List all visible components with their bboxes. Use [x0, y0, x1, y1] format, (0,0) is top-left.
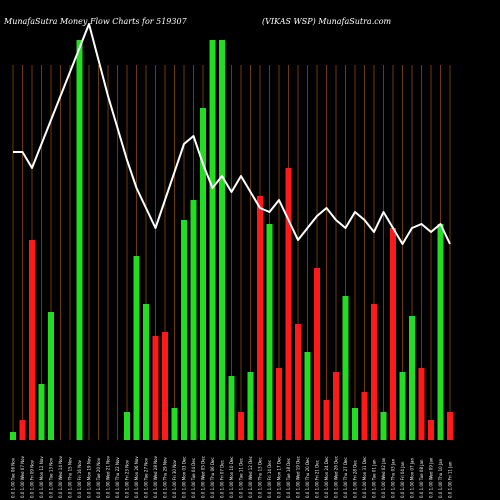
x-tick-label-13: 0.0 1.00 Mon 26 Nov: [134, 456, 139, 498]
bar-28: [276, 368, 282, 440]
x-tick-label-5: 0.0 1.00 Wed 14 Nov: [58, 455, 63, 498]
x-tick-label-40: 0.0 1.00 Thu 03 Jan: [391, 458, 396, 498]
x-tick-label-26: 0.0 1.00 Thu 13 Dec: [258, 457, 263, 498]
x-tick-label-21: 0.0 1.00 Thu 06 Dec: [210, 457, 215, 498]
x-tick-label-25: 0.0 1.00 Wed 12 Dec: [248, 456, 253, 498]
bar-41: [399, 372, 406, 440]
x-tick-label-34: 0.0 1.00 Wed 26 Dec: [334, 456, 339, 498]
x-tick-label-8: 0.0 1.00 Mon 19 Nov: [87, 456, 92, 498]
bar-17: [171, 408, 178, 440]
x-tick-label-33: 0.0 1.00 Mon 24 Dec: [324, 456, 329, 498]
bar-38: [371, 304, 377, 440]
bar-14: [143, 304, 149, 440]
bar-40: [390, 228, 396, 440]
x-tick-label-32: 0.0 1.00 Fri 21 Dec: [315, 460, 320, 498]
x-tick-label-15: 0.0 1.00 Wed 28 Nov: [153, 455, 158, 498]
bar-16: [162, 332, 168, 440]
bar-39: [380, 412, 387, 440]
x-tick-label-1: 0.0 1.00 Wed 07 Nov: [20, 455, 25, 498]
price-series-line: [13, 23, 451, 245]
bar-32: [314, 268, 320, 440]
chart-title: MunafaSutra Money Flow Charts for 519307: [3, 17, 188, 26]
x-tick-label-4: 0.0 1.00 Tue 13 Nov: [49, 457, 54, 498]
bar-2: [29, 240, 35, 440]
chart-subtitle: (VIKAS WSP) MunafaSutra.com: [262, 17, 392, 26]
x-tick-label-14: 0.0 1.00 Tue 27 Nov: [144, 457, 149, 498]
bar-27: [266, 224, 273, 440]
x-tick-label-0: 0.0 1.00 Tue 06 Nov: [11, 457, 16, 498]
bar-43: [418, 368, 425, 440]
x-tick-label-19: 0.0 1.00 Tue 04 Dec: [191, 458, 196, 498]
x-tick-label-23: 0.0 1.00 Mon 10 Dec: [229, 456, 234, 498]
bar-12: [124, 412, 130, 440]
x-tick-label-20: 0.0 1.00 Wed 05 Dec: [201, 456, 206, 498]
bar-31: [304, 352, 311, 440]
bar-26: [257, 196, 263, 440]
x-tick-label-18: 0.0 1.00 Mon 03 Dec: [182, 456, 187, 498]
x-tick-label-44: 0.0 1.00 Wed 09 Jan: [429, 457, 434, 498]
x-tick-label-17: 0.0 1.00 Fri 30 Nov: [172, 459, 177, 498]
bar-0: [10, 432, 16, 440]
bar-46: [447, 412, 453, 440]
x-tick-label-2: 0.0 1.00 Fri 09 Nov: [30, 459, 35, 498]
x-tick-label-16: 0.0 1.00 Thu 29 Nov: [163, 457, 168, 498]
bar-24: [238, 412, 244, 440]
bar-3: [38, 384, 45, 440]
x-tick-label-46: 0.0 1.00 Fri 11 Jan: [448, 461, 453, 498]
x-tick-label-42: 0.0 1.00 Mon 07 Jan: [410, 457, 415, 498]
x-tick-label-39: 0.0 1.00 Wed 02 Jan: [381, 457, 386, 498]
x-tick-label-24: 0.0 1.00 Tue 11 Dec: [239, 458, 244, 498]
x-tick-label-11: 0.0 1.00 Thu 22 Nov: [115, 457, 120, 498]
bar-20: [200, 108, 206, 440]
bar-45: [437, 224, 444, 440]
x-tick-label-12: 0.0 1.00 Fri 23 Nov: [125, 459, 130, 498]
x-tick-label-30: 0.0 1.00 Wed 19 Dec: [296, 456, 301, 498]
x-tick-label-10: 0.0 1.00 Wed 21 Nov: [106, 455, 111, 498]
bar-35: [342, 296, 349, 440]
bar-33: [323, 400, 330, 440]
x-tick-label-9: 0.0 1.00 Tue 20 Nov: [96, 457, 101, 498]
bar-18: [181, 220, 187, 440]
bar-25: [247, 372, 254, 440]
bar-23: [228, 376, 235, 440]
bar-19: [190, 200, 197, 440]
bar-42: [409, 316, 415, 440]
bar-4: [48, 312, 54, 440]
x-tick-label-6: 0.0 1.00 Thu 15 Nov: [68, 457, 73, 498]
x-tick-label-36: 0.0 1.00 Fri 28 Dec: [353, 460, 358, 498]
x-tick-label-22: 0.0 1.00 Fri 07 Dec: [220, 460, 225, 498]
x-tick-labels: 0.0 1.00 Tue 06 Nov 0.0 1.00 Wed 07 Nov 0.…: [11, 455, 453, 498]
bar-15: [152, 336, 159, 440]
x-tick-label-7: 0.0 1.00 Fri 16 Nov: [77, 459, 82, 498]
x-tick-label-3: 0.0 1.00 Mon 12 Nov: [39, 456, 44, 498]
bar-21: [209, 40, 216, 440]
bar-22: [219, 40, 225, 440]
x-tick-label-31: 0.0 1.00 Thu 20 Dec: [305, 457, 310, 498]
bar-36: [352, 408, 358, 440]
x-tick-label-43: 0.0 1.00 Tue 08 Jan: [419, 459, 424, 498]
volume-bars: [10, 40, 453, 440]
bar-37: [361, 392, 368, 440]
x-tick-label-45: 0.0 1.00 Thu 10 Jan: [438, 458, 443, 498]
bar-29: [285, 168, 292, 440]
x-tick-label-37: 0.0 1.00 Mon 31 Dec: [362, 456, 367, 498]
x-tick-label-41: 0.0 1.00 Fri 04 Jan: [400, 461, 405, 498]
bar-7: [76, 40, 83, 440]
bar-30: [295, 324, 301, 440]
bar-34: [333, 372, 339, 440]
bar-44: [428, 420, 434, 440]
x-tick-label-35: 0.0 1.00 Thu 27 Dec: [343, 457, 348, 498]
x-tick-label-27: 0.0 1.00 Fri 14 Dec: [267, 460, 272, 498]
bar-13: [133, 256, 140, 440]
x-tick-label-38: 0.0 1.00 Tue 01 Jan: [372, 459, 377, 498]
x-tick-label-29: 0.0 1.00 Tue 18 Dec: [286, 458, 291, 498]
bar-1: [19, 420, 26, 440]
price-line: [13, 23, 451, 245]
x-tick-label-28: 0.0 1.00 Mon 17 Dec: [277, 456, 282, 498]
